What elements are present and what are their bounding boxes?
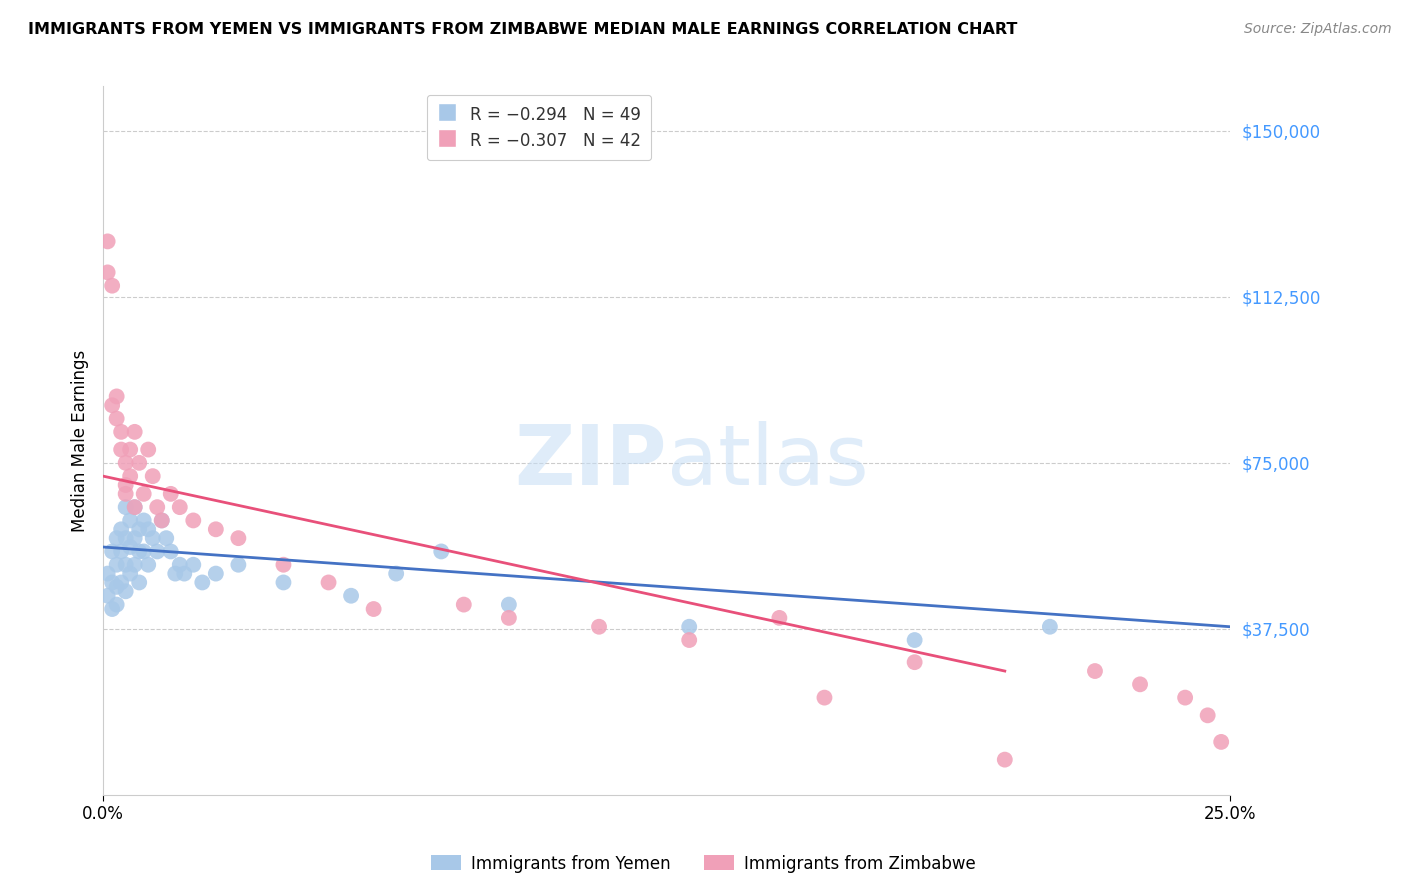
- Point: [181, 558, 204, 572]
- Point: [1129, 677, 1152, 691]
- Point: [132, 544, 155, 558]
- Point: [1211, 735, 1233, 749]
- Point: [498, 611, 520, 625]
- Point: [110, 575, 132, 590]
- Point: [124, 425, 146, 439]
- Point: [128, 544, 150, 558]
- Point: [110, 522, 132, 536]
- Point: [105, 389, 128, 403]
- Point: [124, 558, 146, 572]
- Point: [120, 540, 142, 554]
- Point: [128, 456, 150, 470]
- Y-axis label: Median Male Earnings: Median Male Earnings: [72, 350, 89, 532]
- Point: [114, 456, 136, 470]
- Point: [498, 598, 520, 612]
- Point: [146, 500, 169, 515]
- Legend: R = −0.294   N = 49, R = −0.307   N = 42: R = −0.294 N = 49, R = −0.307 N = 42: [427, 95, 651, 160]
- Point: [101, 544, 124, 558]
- Point: [105, 411, 128, 425]
- Point: [114, 500, 136, 515]
- Point: [340, 589, 363, 603]
- Point: [132, 487, 155, 501]
- Point: [97, 589, 120, 603]
- Point: [97, 265, 120, 279]
- Point: [101, 278, 124, 293]
- Point: [97, 566, 120, 581]
- Point: [588, 620, 610, 634]
- Point: [136, 558, 159, 572]
- Point: [678, 633, 700, 648]
- Point: [124, 500, 146, 515]
- Point: [110, 425, 132, 439]
- Point: [173, 566, 195, 581]
- Point: [205, 522, 228, 536]
- Point: [678, 620, 700, 634]
- Point: [142, 469, 165, 483]
- Point: [114, 487, 136, 501]
- Text: Source: ZipAtlas.com: Source: ZipAtlas.com: [1244, 22, 1392, 37]
- Point: [114, 478, 136, 492]
- Point: [120, 469, 142, 483]
- Point: [114, 531, 136, 545]
- Point: [101, 575, 124, 590]
- Point: [128, 522, 150, 536]
- Point: [136, 442, 159, 457]
- Point: [904, 655, 927, 669]
- Point: [150, 513, 173, 527]
- Point: [169, 558, 191, 572]
- Point: [1197, 708, 1219, 723]
- Point: [430, 544, 453, 558]
- Point: [146, 544, 169, 558]
- Point: [205, 566, 228, 581]
- Point: [120, 566, 142, 581]
- Point: [101, 398, 124, 412]
- Point: [97, 235, 120, 249]
- Point: [228, 531, 250, 545]
- Point: [159, 544, 181, 558]
- Point: [105, 598, 128, 612]
- Text: atlas: atlas: [666, 422, 869, 502]
- Point: [181, 513, 204, 527]
- Point: [136, 522, 159, 536]
- Point: [228, 558, 250, 572]
- Point: [165, 566, 187, 581]
- Point: [994, 753, 1017, 767]
- Point: [105, 558, 128, 572]
- Point: [155, 531, 177, 545]
- Point: [159, 487, 181, 501]
- Point: [273, 575, 295, 590]
- Point: [120, 513, 142, 527]
- Point: [1084, 664, 1107, 678]
- Point: [904, 633, 927, 648]
- Point: [1039, 620, 1062, 634]
- Point: [105, 531, 128, 545]
- Text: IMMIGRANTS FROM YEMEN VS IMMIGRANTS FROM ZIMBABWE MEDIAN MALE EARNINGS CORRELATI: IMMIGRANTS FROM YEMEN VS IMMIGRANTS FROM…: [28, 22, 1018, 37]
- Point: [101, 602, 124, 616]
- Point: [124, 531, 146, 545]
- Point: [120, 442, 142, 457]
- Point: [191, 575, 214, 590]
- Point: [318, 575, 340, 590]
- Point: [142, 531, 165, 545]
- Legend: Immigrants from Yemen, Immigrants from Zimbabwe: Immigrants from Yemen, Immigrants from Z…: [425, 848, 981, 880]
- Point: [105, 580, 128, 594]
- Point: [114, 558, 136, 572]
- Point: [363, 602, 385, 616]
- Point: [132, 513, 155, 527]
- Point: [273, 558, 295, 572]
- Point: [150, 513, 173, 527]
- Point: [110, 442, 132, 457]
- Point: [1174, 690, 1197, 705]
- Point: [385, 566, 408, 581]
- Point: [128, 575, 150, 590]
- Point: [813, 690, 835, 705]
- Point: [110, 544, 132, 558]
- Point: [114, 584, 136, 599]
- Point: [768, 611, 790, 625]
- Point: [124, 500, 146, 515]
- Point: [453, 598, 475, 612]
- Text: ZIP: ZIP: [515, 422, 666, 502]
- Point: [169, 500, 191, 515]
